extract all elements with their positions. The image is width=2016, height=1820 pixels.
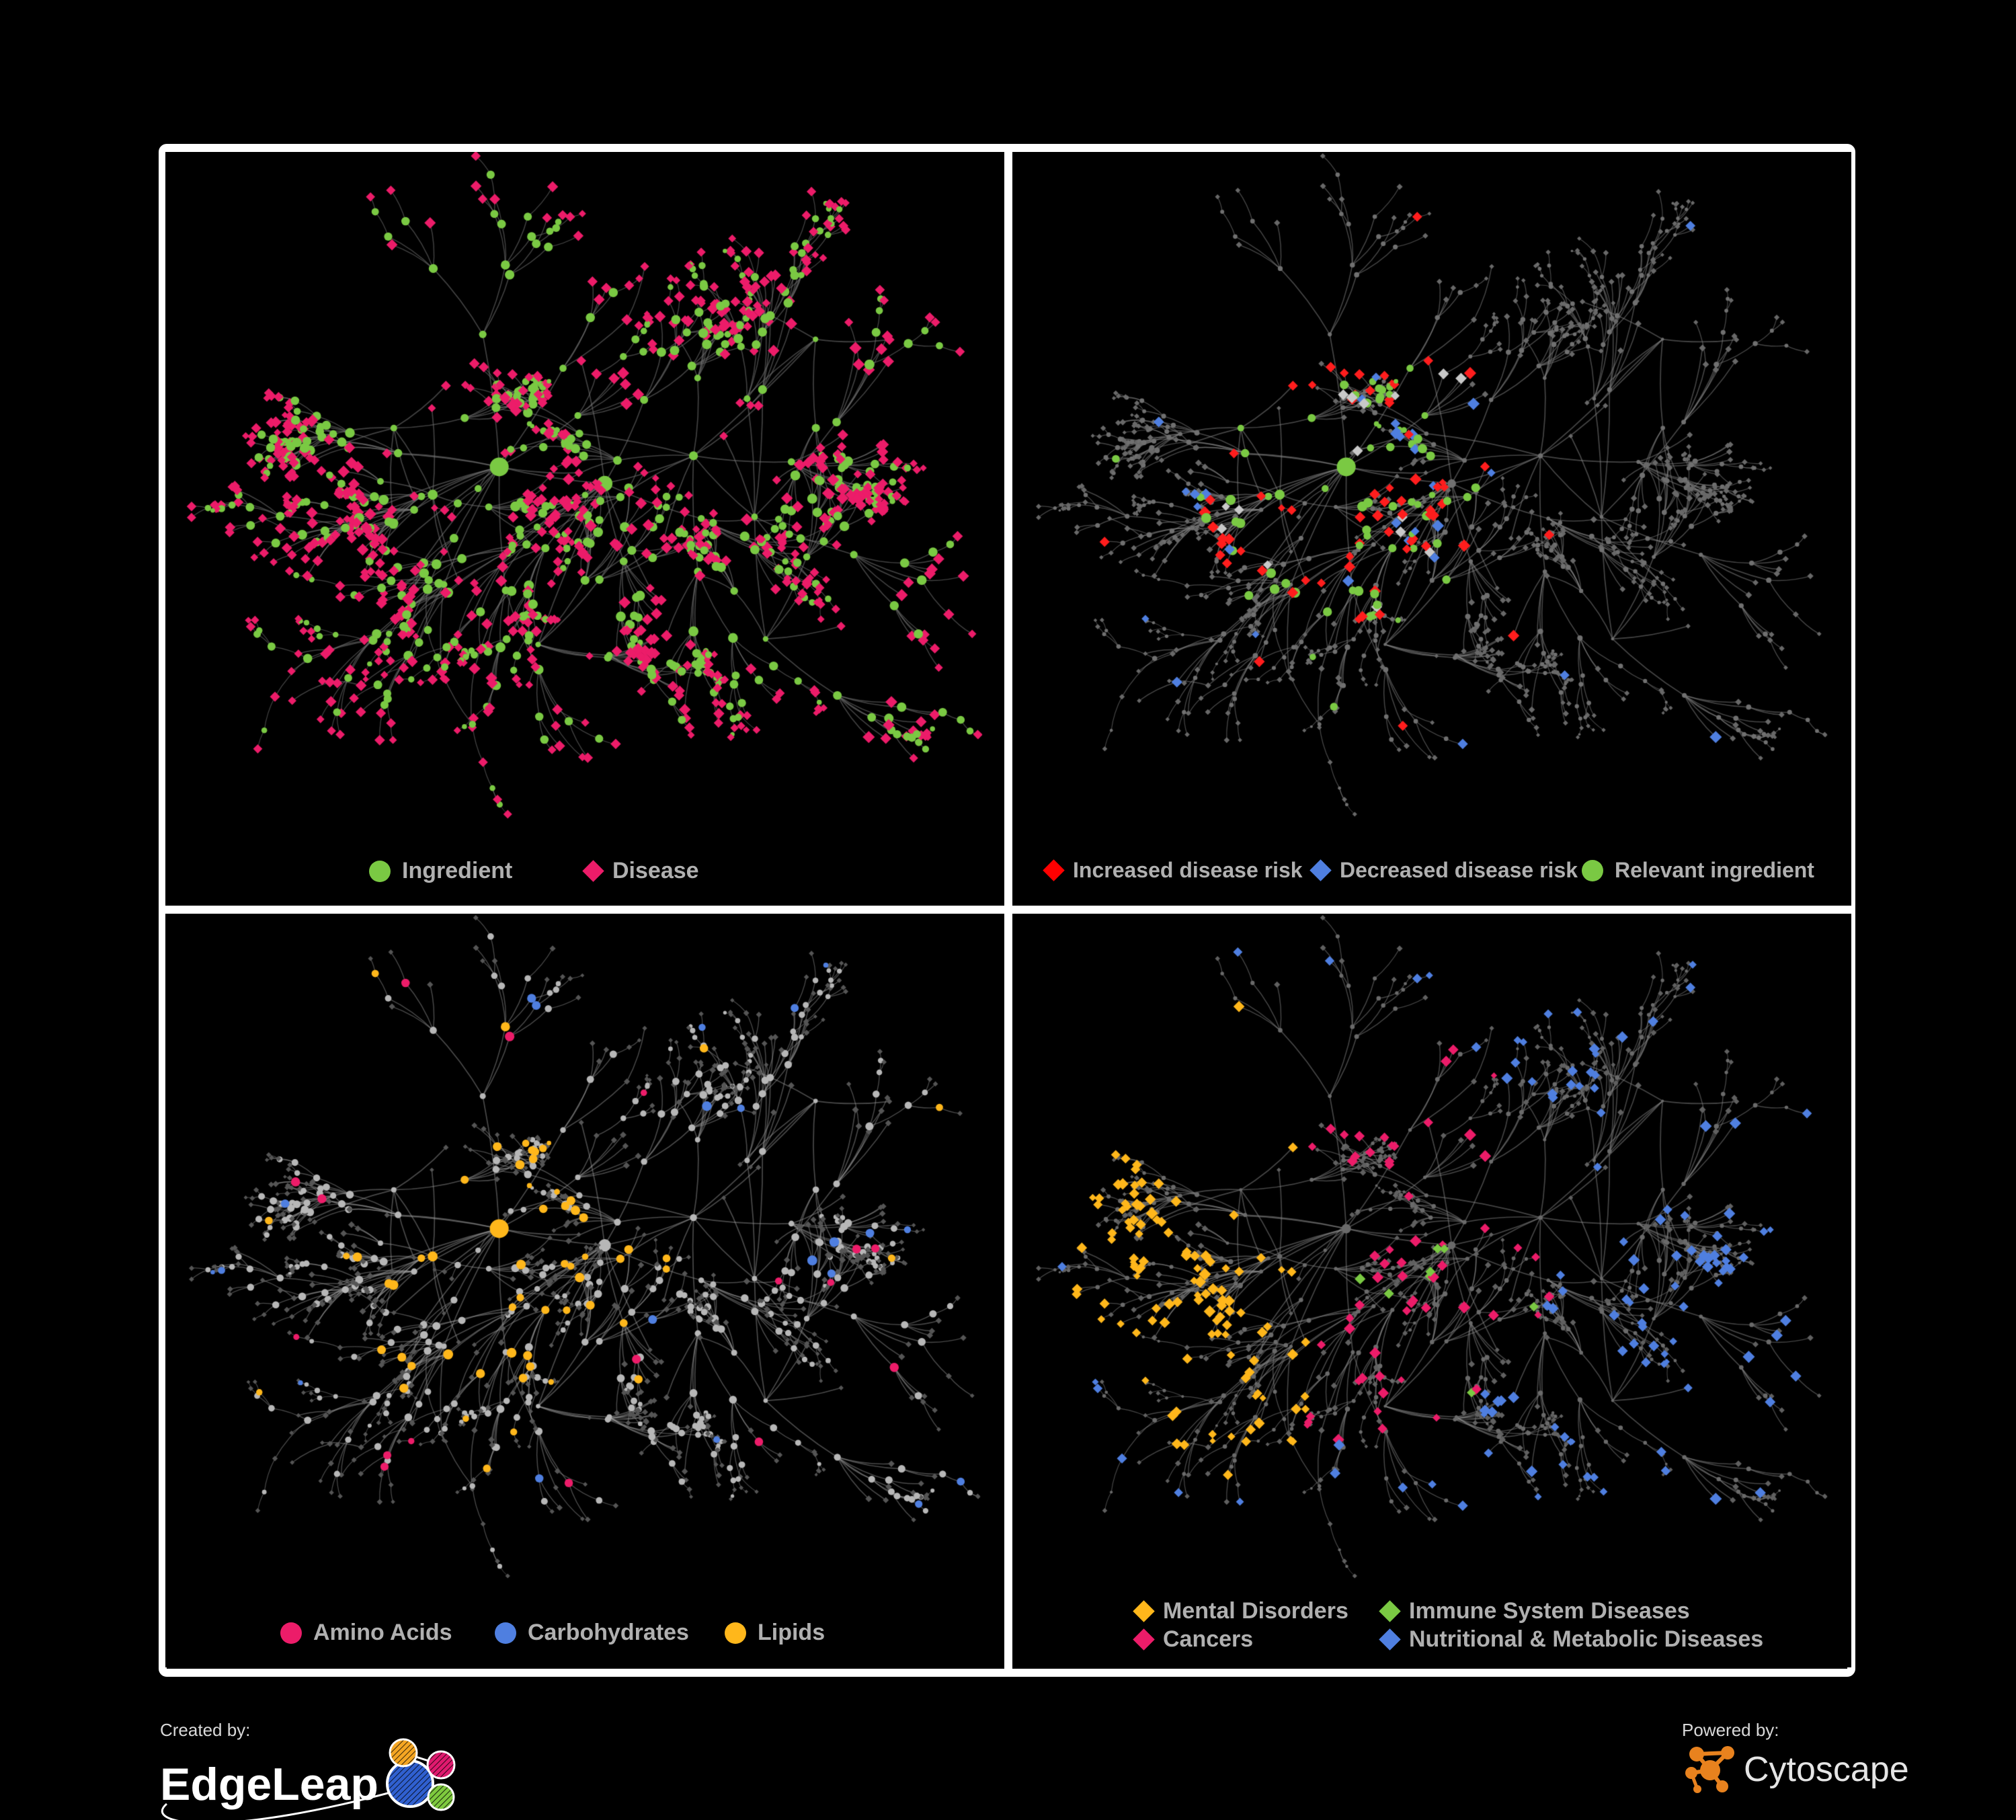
svg-text:EdgeLeap: EdgeLeap (160, 1759, 378, 1810)
svg-text:Cytoscape: Cytoscape (1744, 1750, 1909, 1789)
